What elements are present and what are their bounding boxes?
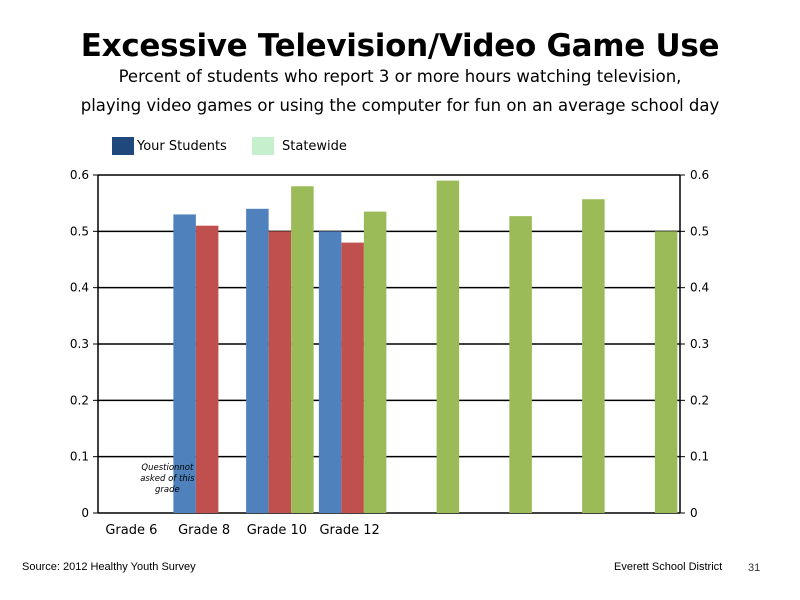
- x-tick-label: Grade 10: [247, 523, 307, 538]
- y-tick-label: 0.5: [70, 224, 89, 238]
- y-tick-label: 0.1: [70, 450, 89, 464]
- annotation-line: grade: [155, 485, 180, 495]
- y2-tick-label: 0.6: [690, 168, 709, 182]
- y-tick-label: 0.6: [70, 168, 89, 182]
- y2-tick-label: 0.5: [690, 224, 709, 238]
- bar: [195, 225, 219, 513]
- y2-tick-label: 0.2: [690, 393, 709, 407]
- y-tick-label: 0.3: [70, 337, 89, 351]
- y-tick-label: 0.4: [70, 281, 89, 295]
- x-tick-label: Grade 12: [319, 523, 379, 538]
- annotation-line: Questionnot: [141, 463, 194, 473]
- bar: [363, 211, 387, 513]
- bar: [341, 242, 364, 513]
- chart-subtitle-line2: playing video games or using the compute…: [80, 96, 720, 115]
- x-tick-label: Grade 6: [105, 523, 157, 538]
- bar: [246, 208, 269, 514]
- y2-tick-label: 0.1: [690, 450, 709, 464]
- bar: [509, 216, 532, 513]
- legend-swatch-your-students: [112, 137, 134, 155]
- annotation-line: asked of this: [140, 474, 195, 484]
- legend-swatch-statewide: [252, 137, 274, 155]
- y-tick-label: 0.2: [70, 393, 89, 407]
- legend-label-your-students: Your Students: [137, 139, 227, 154]
- y2-tick-label: 0.4: [690, 281, 709, 295]
- source-note: Source: 2012 Healthy Youth Survey: [22, 561, 196, 573]
- y2-tick-label: 0: [690, 506, 698, 520]
- bar-chart: 0 0 0.1 0.1 0.2 0.2 0.3 0.3 0.4 0.4 0.5 0.5 0.6 0.6 Gr…: [70, 168, 709, 538]
- district-name: Everett School District: [614, 561, 723, 573]
- page-number: 31: [748, 562, 761, 574]
- legend-label-statewide: Statewide: [282, 139, 347, 154]
- chart-subtitle-line1: Percent of students who report 3 or more…: [118, 67, 682, 86]
- bar: [582, 199, 605, 513]
- bar: [318, 231, 342, 514]
- y2-tick-label: 0.3: [690, 337, 709, 351]
- bar: [436, 180, 460, 513]
- bar: [654, 231, 678, 514]
- chart-title: Excessive Television/Video Game Use: [80, 28, 720, 64]
- bar: [173, 214, 196, 513]
- x-tick-label: Grade 8: [178, 523, 230, 538]
- y-tick-label: 0: [81, 506, 89, 520]
- bar: [291, 186, 314, 513]
- bar: [268, 231, 292, 514]
